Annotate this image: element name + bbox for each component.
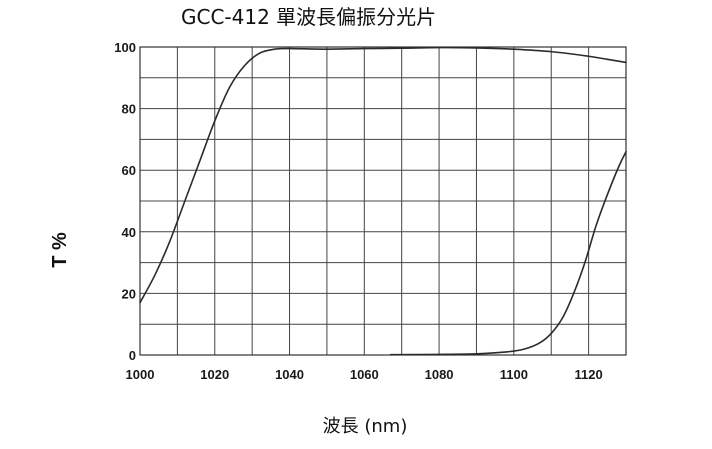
y-tick-label: 60 bbox=[122, 163, 136, 178]
y-tick-label: 40 bbox=[122, 225, 136, 240]
x-tick-label: 1000 bbox=[126, 367, 155, 382]
series-line-1 bbox=[139, 46, 627, 304]
series-line-2 bbox=[389, 150, 627, 356]
tick-labels: 1000 1020 1040 1060 1080 1100 1120 0 20 40 60 80 100 bbox=[114, 40, 602, 382]
x-tick-label: 1120 bbox=[575, 367, 603, 382]
x-tick-label: 1080 bbox=[425, 367, 454, 382]
series-lines bbox=[139, 46, 627, 356]
x-axis-label: 波長 (nm) bbox=[323, 416, 408, 437]
chart-title: GCC-412 單波長偏振分光片 bbox=[181, 5, 436, 29]
x-tick-label: 1040 bbox=[275, 367, 304, 382]
plot-frame bbox=[139, 46, 627, 356]
y-tick-label: 80 bbox=[122, 102, 136, 117]
y-tick-label: 100 bbox=[114, 40, 136, 55]
x-tick-label: 1020 bbox=[200, 367, 229, 382]
y-axis-label: T % bbox=[49, 232, 71, 268]
y-tick-label: 20 bbox=[122, 286, 136, 301]
y-tick-label: 0 bbox=[129, 348, 136, 363]
grid bbox=[139, 46, 627, 356]
x-tick-label: 1100 bbox=[500, 367, 528, 382]
x-tick-label: 1060 bbox=[350, 367, 379, 382]
